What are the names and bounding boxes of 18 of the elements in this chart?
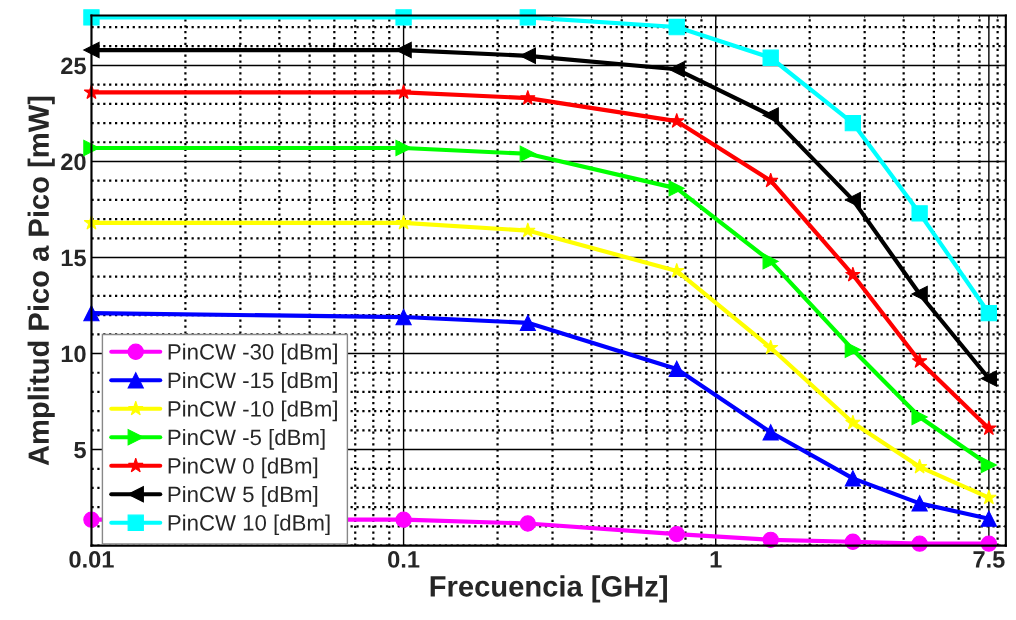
x-tick-label: 0.1 <box>388 551 420 568</box>
legend-label: PinCW -10 [dBm] <box>168 400 337 422</box>
x-tick-label: 0.01 <box>69 551 114 568</box>
legend-label: PinCW 5 [dBm] <box>168 485 318 507</box>
y-axis-title: Amplitud Pico a Pico [mW] <box>27 96 55 466</box>
y-tick-label: 10 <box>61 345 86 363</box>
legend-label: PinCW -5 [dBm] <box>168 428 325 450</box>
y-tick-label: 25 <box>61 57 86 75</box>
legend-label: PinCW 10 [dBm] <box>168 514 330 536</box>
x-axis-title: Frecuencia [GHz] <box>430 575 667 603</box>
y-tick-label: 5 <box>74 441 86 459</box>
y-tick-label: 20 <box>61 153 86 171</box>
y-tick-label: 15 <box>61 249 86 267</box>
x-tick-label: 7.5 <box>973 551 1005 568</box>
legend-label: PinCW -30 [dBm] <box>168 343 337 365</box>
x-tick-label: 1 <box>710 551 722 568</box>
legend-label: PinCW -15 [dBm] <box>168 371 337 393</box>
legend-label: PinCW 0 [dBm] <box>168 457 318 479</box>
